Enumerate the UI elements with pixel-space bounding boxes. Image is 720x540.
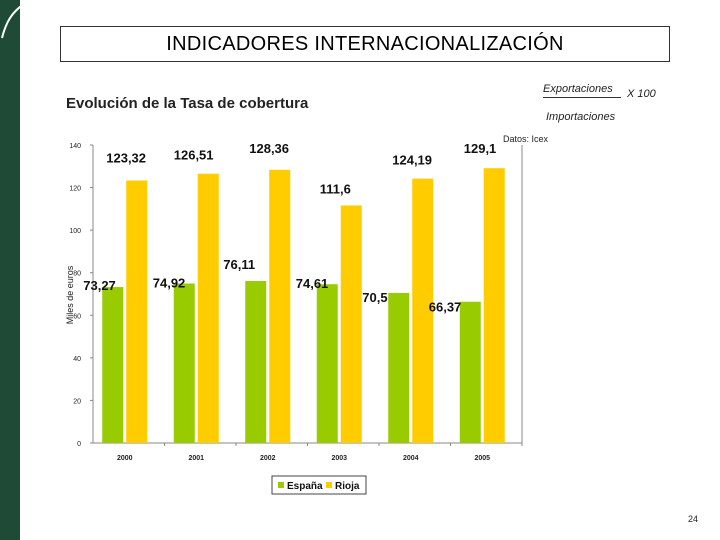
y-tick-label: 120 (69, 186, 81, 193)
bar-rioja (197, 173, 219, 444)
x-tick-label: 2003 (331, 455, 347, 462)
data-label: 126,51 (174, 148, 214, 163)
formula-multiplier: X 100 (627, 88, 656, 100)
page-number: 24 (688, 514, 699, 524)
bar-espana (173, 283, 195, 443)
legend-swatch-espana (278, 482, 284, 488)
formula-numerator: Exportaciones (543, 83, 613, 95)
data-label: 111,6 (320, 181, 351, 196)
bar-espana (459, 301, 481, 443)
legend-swatch-rioja (326, 482, 332, 488)
formula-denominator: Importaciones (546, 111, 616, 123)
sidebar-band (0, 0, 20, 540)
y-axis-label: Miles de euros (65, 265, 75, 324)
legend-label-espana: España (287, 481, 323, 492)
data-label: 124,19 (392, 153, 432, 168)
bar-espana (102, 287, 124, 443)
bar-rioja (340, 205, 362, 443)
data-label: 128,36 (249, 141, 289, 156)
y-tick-label: 40 (73, 356, 81, 363)
page-title: INDICADORES INTERNACIONALIZACIÓN (60, 26, 670, 62)
y-tick-label: 20 (73, 398, 81, 405)
y-tick-label: 140 (69, 143, 81, 150)
bar-rioja (126, 180, 148, 443)
data-label: 74,92 (153, 276, 186, 291)
legend-box (271, 475, 367, 495)
bar-espana (245, 280, 267, 443)
bar-espana (316, 284, 338, 443)
x-tick-label: 2005 (474, 455, 490, 462)
x-tick-label: 2002 (260, 455, 276, 462)
data-label: 123,32 (106, 151, 146, 166)
bar-rioja (483, 168, 505, 444)
source-note: Datos: Icex (503, 134, 549, 144)
y-tick-label: 80 (73, 271, 81, 278)
data-label: 129,1 (464, 141, 497, 156)
y-tick-label: 100 (69, 228, 81, 235)
data-label: 70,5 (362, 290, 387, 305)
formula-fraction-line (543, 97, 621, 98)
bar-espana (388, 292, 410, 443)
bar-rioja (269, 169, 291, 444)
data-label: 76,11 (223, 257, 255, 272)
data-label: 66,37 (429, 300, 462, 315)
swoosh-icon (1, 3, 25, 39)
bar-rioja (412, 178, 434, 443)
chart-subtitle: Evolución de la Tasa de cobertura (66, 95, 309, 112)
x-tick-label: 2001 (188, 455, 204, 462)
data-label: 74,61 (296, 276, 329, 291)
x-tick-label: 2000 (117, 455, 133, 462)
legend-label-rioja: Rioja (335, 481, 360, 492)
y-tick-label: 60 (73, 313, 81, 320)
data-label: 73,27 (83, 278, 116, 293)
x-tick-label: 2004 (403, 455, 419, 462)
y-tick-label: 0 (77, 441, 81, 448)
